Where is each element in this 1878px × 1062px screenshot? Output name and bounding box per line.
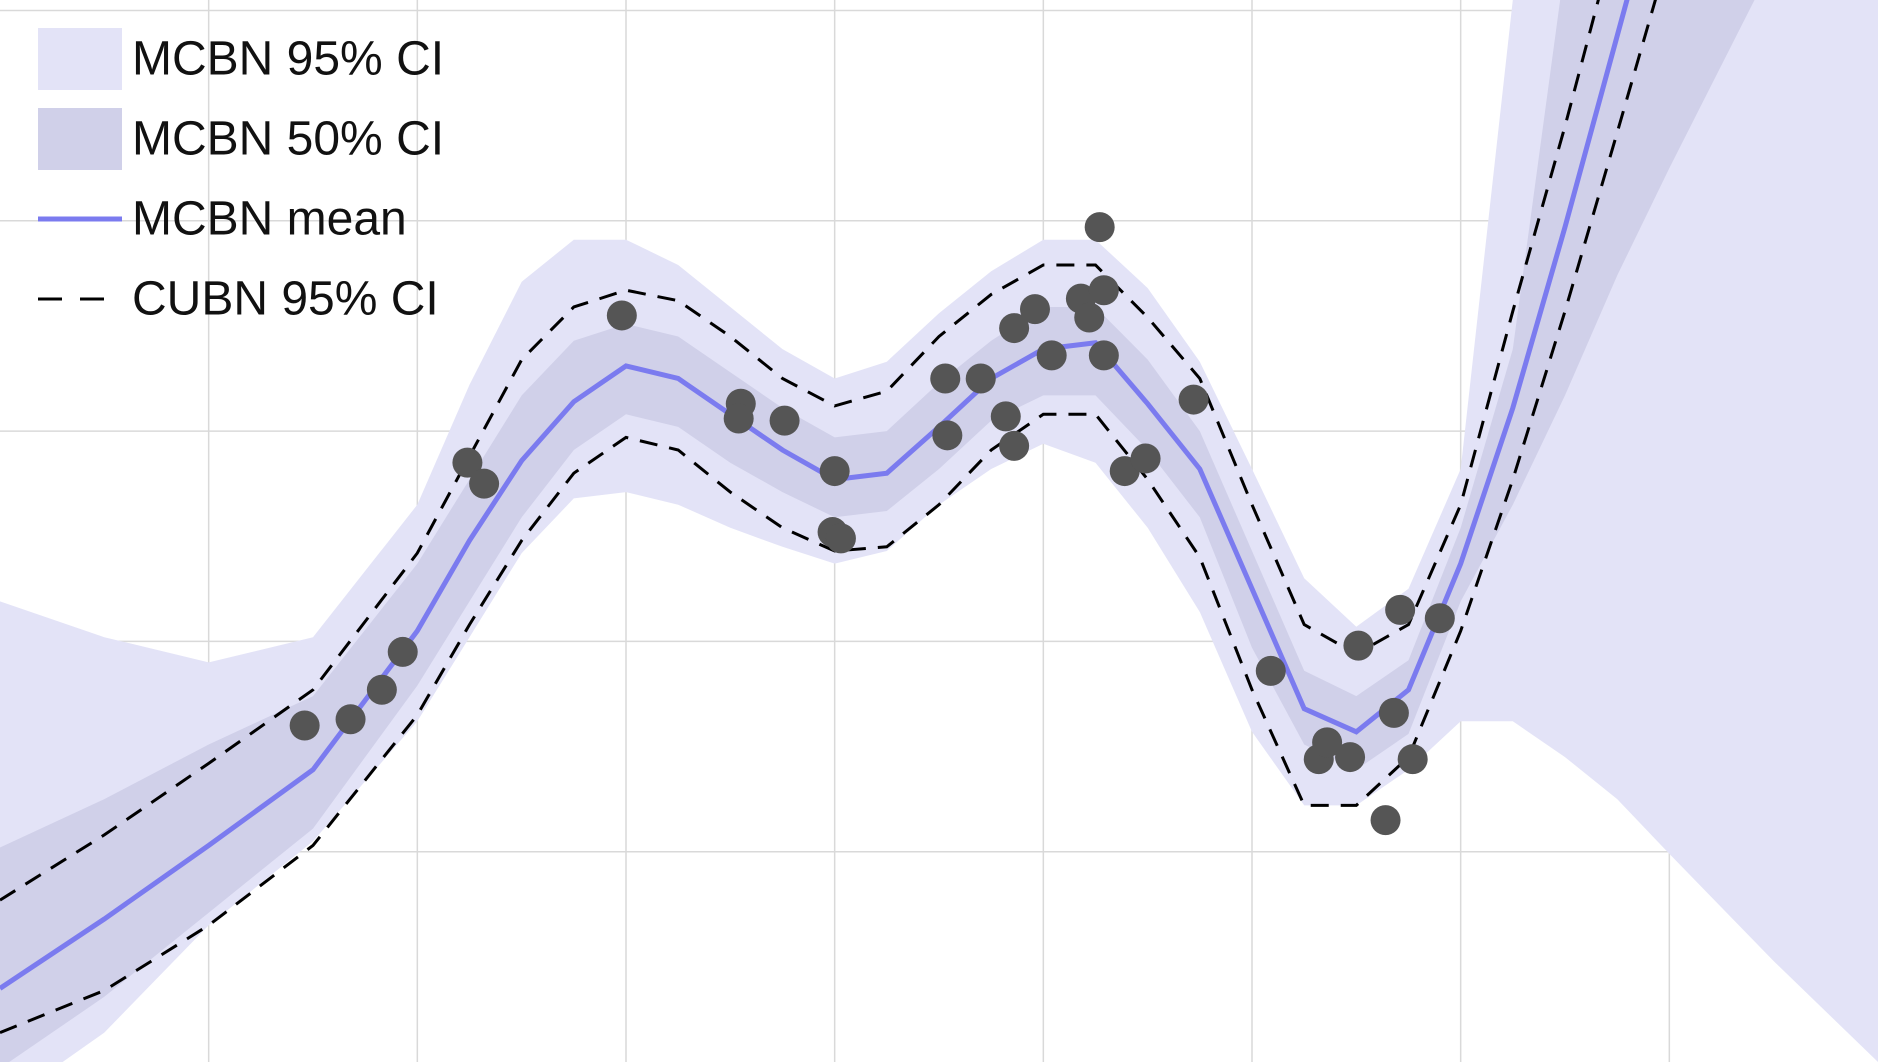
data-point [366, 674, 397, 705]
data-point [1343, 630, 1374, 661]
data-point [1312, 727, 1343, 758]
data-point [1088, 340, 1119, 371]
data-point [452, 447, 483, 478]
data-point [1385, 594, 1416, 625]
data-point [819, 456, 850, 487]
data-point [606, 300, 637, 331]
data-point [1130, 443, 1161, 474]
data-point [825, 523, 856, 554]
data-point [1378, 697, 1409, 728]
data-point [335, 704, 366, 735]
legend-label: CUBN 95% CI [132, 273, 439, 326]
data-point [1036, 340, 1067, 371]
data-point [723, 403, 754, 434]
ci-dashed-line [0, 0, 1657, 1034]
legend: MCBN 95% CI MCBN 50% CI MCBN mean CUBN 95% … [38, 28, 444, 326]
legend-label: MCBN 95% CI [132, 33, 444, 86]
data-point [1019, 294, 1050, 325]
data-point [1424, 603, 1455, 634]
data-point [387, 636, 418, 667]
data-point [1074, 302, 1105, 333]
legend-label: MCBN 50% CI [132, 113, 444, 166]
legend-swatch [38, 108, 122, 170]
data-point [1397, 744, 1428, 775]
data-point [1255, 655, 1286, 686]
data-point [932, 420, 963, 451]
data-point [1178, 384, 1209, 415]
data-point [930, 363, 961, 394]
data-point [999, 430, 1030, 461]
data-point [1084, 212, 1115, 243]
data-point [999, 313, 1030, 344]
data-point [990, 401, 1021, 432]
data-point [965, 363, 996, 394]
data-point [1335, 742, 1366, 773]
data-point [1088, 275, 1119, 306]
data-point [289, 710, 320, 741]
data-point [1370, 805, 1401, 836]
legend-swatch [38, 28, 122, 90]
data-point [469, 468, 500, 499]
legend-label: MCBN mean [132, 193, 407, 246]
data-point [769, 405, 800, 436]
ci-dashed-line [0, 0, 1600, 902]
